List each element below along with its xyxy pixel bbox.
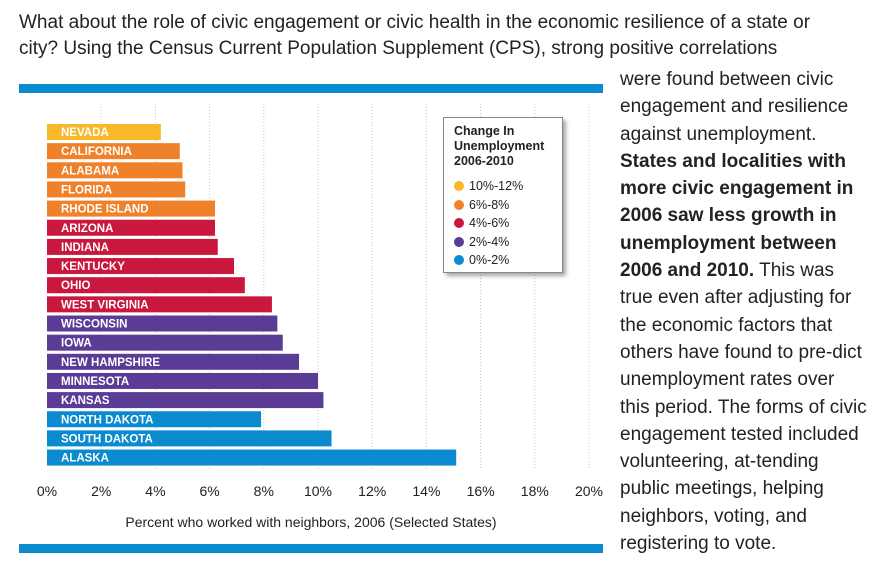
x-tick-label: 12% [358,483,386,499]
x-tick-label: 6% [199,483,219,499]
x-tick-label: 16% [467,483,495,499]
bar-label: RHODE ISLAND [61,204,149,216]
x-tick-label: 14% [412,483,440,499]
legend-dot [454,218,464,229]
legend-title: Change In Unemployment 2006-2010 [454,124,545,168]
bottom-rule [19,544,603,553]
bar-iowa [47,334,283,351]
bar-indiana [47,238,218,255]
x-tick-label: 18% [521,483,549,499]
bar-label: NEW HAMPSHIRE [61,357,160,369]
bar-label: NEVADA [61,127,109,139]
chart-x-ticks: 0% 2% 4% 6% 8% 10% 12% 14% 16% 18% 20% [37,483,603,499]
bar-nevada [47,124,161,140]
bar-north-dakota [47,411,262,428]
legend-label: 0%-2% [469,253,510,267]
bar-california [47,143,180,160]
bar-alaska [47,449,457,466]
side-text-start: were found between civic engagement and … [620,69,849,145]
x-tick-label: 0% [37,483,57,499]
bar-west-virginia [47,296,272,313]
bar-label: MINNESOTA [61,376,129,388]
bar-label: WISCONSIN [61,319,127,331]
bar-label: KENTUCKY [61,261,125,273]
legend-item: 10%-12% [454,177,552,196]
bar-label: INDIANA [61,242,109,254]
chart-legend: Change In Unemployment 2006-2010 10%-12%… [443,117,563,273]
x-tick-label: 20% [575,483,603,499]
bar-kansas [47,392,324,409]
bar-arizona [47,219,216,236]
bar-label: OHIO [61,280,90,292]
bar-label: KANSAS [61,395,110,407]
legend-items: 10%-12% 6%-8% 4%-6% 2%-4% 0%-2% [454,177,552,270]
legend-item: 6%-8% [454,196,552,215]
bar-rhode-island [47,200,216,217]
legend-label: 10%-12% [469,179,524,193]
legend-dot [454,236,464,247]
bar-label: ARIZONA [61,223,113,235]
bar-minnesota [47,372,318,389]
legend-dot [454,199,464,210]
intro-paragraph: What about the role of civic engagement … [19,12,811,59]
side-text-end: This was true even after adjusting for t… [620,260,867,555]
x-tick-label: 2% [91,483,111,499]
legend-dot [454,255,464,266]
bar-florida [47,181,186,198]
bar-wisconsin [47,315,278,332]
bar-label: ALABAMA [61,165,119,177]
top-rule [19,84,603,93]
legend-label: 6%-8% [469,197,510,212]
x-axis-title: Percent who worked with neighbors, 2006 … [125,514,497,530]
bar-label: IOWA [61,338,92,350]
legend-item: 2%-4% [454,233,552,252]
bar-south-dakota [47,430,332,447]
bar-label: CALIFORNIA [61,146,132,158]
chart-bars: NEVADA CALIFORNIA ALABAMA FLORIDA RHODE ISLA… [47,124,457,466]
bar-alabama [47,162,183,179]
bar-ohio [47,277,245,294]
bar-label: SOUTH DAKOTA [61,433,153,445]
bar-new-hampshire [47,353,300,370]
legend-label: 2%-4% [469,234,510,249]
bar-label: WEST VIRGINIA [61,299,149,311]
legend-dot [454,181,464,192]
legend-item: 0%-2% [454,251,552,270]
bar-chart: NEVADA CALIFORNIA ALABAMA FLORIDA RHODE ISLA… [37,104,603,499]
bar-kentucky [47,258,234,275]
side-paragraph: were found between civic engagement and … [620,66,868,557]
side-text-bold: States and localities with more civic en… [620,150,854,282]
legend-item: 4%-6% [454,214,552,233]
x-tick-label: 10% [304,483,332,499]
legend-label: 4%-6% [469,216,510,230]
bar-label: NORTH DAKOTA [61,414,153,426]
x-tick-label: 4% [145,483,165,499]
bar-label: ALASKA [61,453,109,465]
bar-label: FLORIDA [61,184,112,196]
x-tick-label: 8% [254,483,274,499]
